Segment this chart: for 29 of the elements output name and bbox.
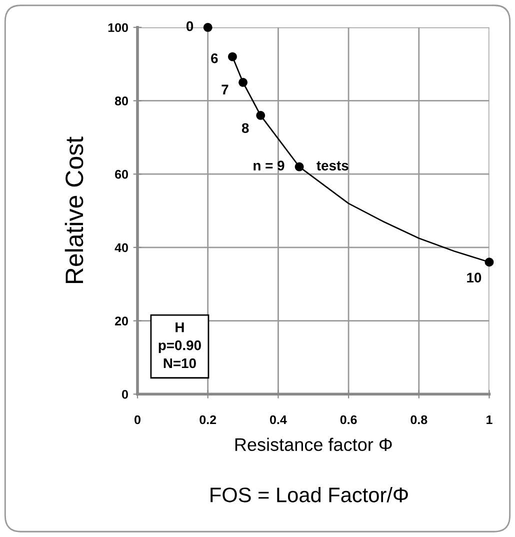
point xyxy=(203,22,212,32)
x-tick-label: 0.8 xyxy=(410,415,428,424)
point xyxy=(256,110,266,120)
point xyxy=(238,78,248,87)
point xyxy=(294,162,304,172)
annotation: 0 xyxy=(186,21,194,32)
annotation: H p=0.90 N=10 xyxy=(158,322,201,368)
annotation: 10 xyxy=(467,272,482,283)
annotation: 7 xyxy=(222,84,228,94)
point xyxy=(228,52,237,62)
x-tick-label: 0.6 xyxy=(340,415,357,424)
x-axis-title: Resistance factor Φ xyxy=(235,438,392,452)
y-tick-label: 60 xyxy=(115,170,128,179)
x-tick-label: 0.2 xyxy=(200,415,216,424)
y-tick-label: 0 xyxy=(122,390,128,399)
y-tick-label: 20 xyxy=(115,316,128,326)
y-tick-label: 40 xyxy=(114,243,128,252)
point xyxy=(484,258,494,267)
annotation: 8 xyxy=(242,123,249,134)
x-tick-label: 0.4 xyxy=(270,415,287,424)
annotation: n = 9 xyxy=(254,160,284,170)
x-tick-label: 0 xyxy=(134,415,140,424)
y-tick-label: 80 xyxy=(114,96,128,106)
y-tick-label: 100 xyxy=(108,23,128,32)
annotation: 6 xyxy=(211,53,218,64)
y-axis-title: Relative Cost xyxy=(64,136,84,284)
annotation: tests xyxy=(316,161,348,170)
text: FOS = Load Factor/Φ xyxy=(210,487,408,502)
x-tick-label: 1 xyxy=(486,415,492,424)
